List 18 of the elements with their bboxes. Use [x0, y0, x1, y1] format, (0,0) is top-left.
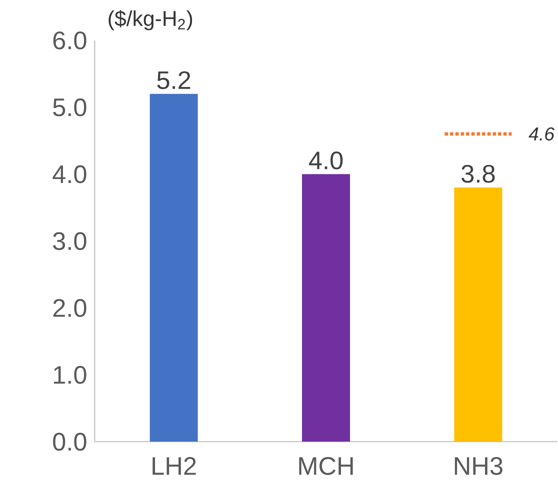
y-tick-label: 4.0	[52, 165, 86, 184]
y-tick-label: 5.0	[53, 98, 86, 116]
x-tick-label: MCH	[299, 457, 353, 475]
y-tick-label: 2.0	[53, 299, 86, 317]
y-tick-label: 0.0	[53, 432, 86, 451]
bar	[302, 174, 350, 442]
ref-line-label: 4.6	[528, 127, 555, 141]
data-label: 4.0	[308, 151, 343, 170]
data-label: 5.2	[157, 71, 190, 90]
x-tick-label: LH2	[152, 457, 196, 475]
y-tick-label: 1.0	[54, 366, 86, 384]
bar	[150, 94, 198, 442]
data-label: 3.8	[462, 164, 495, 183]
y-axis-title: ($/kg-H$_{2}$)	[108, 10, 192, 30]
bar	[454, 187, 502, 442]
y-tick-label: 6.0	[53, 31, 86, 50]
y-tick-label: 3.0	[53, 232, 86, 250]
x-tick-label: NH3	[454, 457, 502, 475]
